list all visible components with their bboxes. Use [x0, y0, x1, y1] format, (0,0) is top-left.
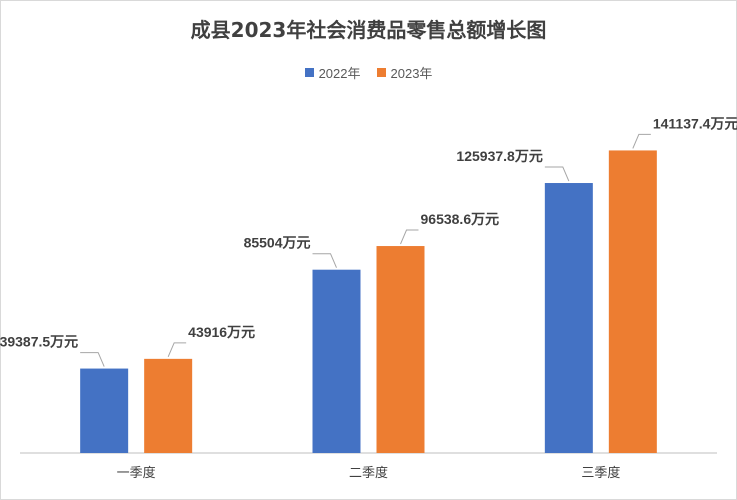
- bar-2023-2: [376, 246, 425, 453]
- bar-2023-3: [608, 150, 657, 453]
- data-label-2023-1: 43916万元: [188, 324, 255, 340]
- leader-line-2022-3: [544, 166, 570, 182]
- leader-line-2023-2: [400, 229, 419, 245]
- legend-item-2022: 2022年: [304, 63, 361, 82]
- legend-label-2022: 2022年: [318, 66, 361, 81]
- data-label-2022-3: 125937.8万元: [456, 148, 542, 164]
- data-label-2022-1: 39387.5万元: [0, 334, 78, 350]
- data-label-2023-3: 141137.4万元: [653, 115, 737, 131]
- category-label-1: 一季度: [117, 465, 156, 481]
- data-label-2022-2: 85504万元: [244, 235, 311, 251]
- chart-title: 成县2023年社会消费品零售总额增长图: [190, 18, 547, 42]
- bar-2022-1: [80, 368, 129, 453]
- bar-2022-2: [312, 269, 361, 453]
- leader-line-2023-3: [632, 133, 651, 149]
- legend-swatch-2022: [304, 68, 314, 77]
- leader-line-2022-1: [80, 352, 105, 367]
- leader-line-2022-2: [312, 253, 337, 268]
- legend-item-2023: 2023年: [376, 63, 433, 82]
- bar-2022-3: [544, 183, 593, 453]
- legend-label-2023: 2023年: [390, 66, 433, 81]
- legend-swatch-2023: [376, 68, 386, 77]
- data-label-2023-2: 96538.6万元: [421, 211, 500, 227]
- leader-line-2023-1: [167, 342, 187, 358]
- chart-legend: 2022年 2023年: [0, 63, 737, 82]
- category-label-3: 三季度: [581, 465, 620, 481]
- category-label-2: 二季度: [349, 465, 388, 481]
- bar-2023-1: [144, 358, 193, 453]
